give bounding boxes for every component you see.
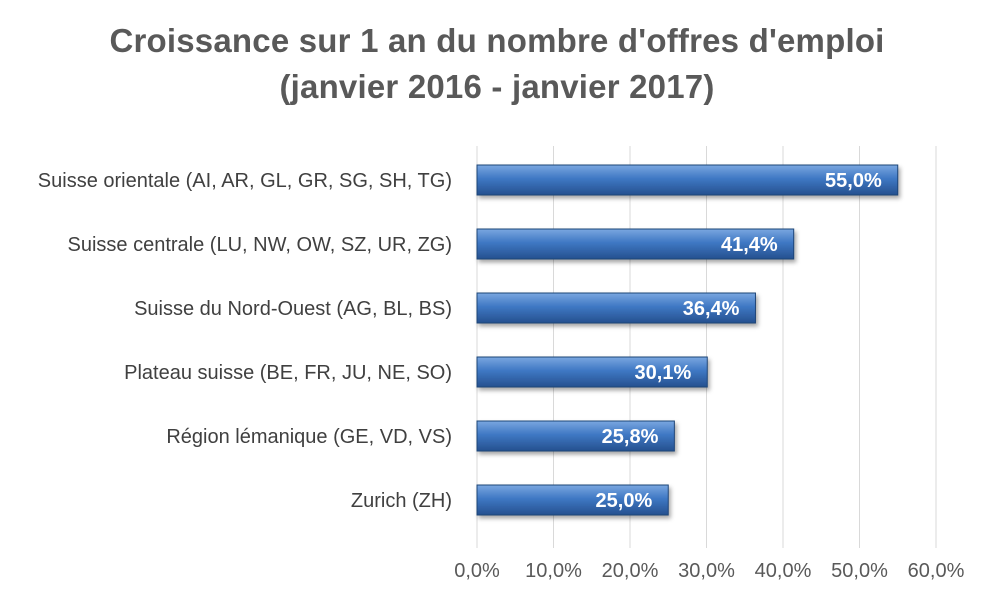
bars xyxy=(476,164,899,516)
x-tick-label: 40,0% xyxy=(755,560,812,582)
bar xyxy=(476,228,795,260)
x-tick-label: 60,0% xyxy=(908,560,965,582)
bar xyxy=(476,356,708,388)
category-label: Suisse du Nord-Ouest (AG, BL, BS) xyxy=(134,298,452,320)
bar xyxy=(476,292,756,324)
bar xyxy=(476,484,669,516)
data-label: 25,8% xyxy=(602,426,659,448)
x-tick-label: 30,0% xyxy=(678,560,735,582)
data-label: 41,4% xyxy=(721,234,778,256)
data-labels: 55,0% 41,4% 36,4% 30,1% 25,8% 25,0% xyxy=(596,170,882,512)
category-label: Suisse centrale (LU, NW, OW, SZ, UR, ZG) xyxy=(67,234,452,256)
x-tick-label: 20,0% xyxy=(602,560,659,582)
category-label: Région lémanique (GE, VD, VS) xyxy=(166,426,452,448)
chart-title: Croissance sur 1 an du nombre d'offres d… xyxy=(109,22,885,59)
x-axis-ticks: 0,0% 10,0% 20,0% 30,0% 40,0% 50,0% 60,0% xyxy=(454,560,964,582)
x-tick-label: 50,0% xyxy=(831,560,888,582)
bar xyxy=(476,164,899,196)
data-label: 25,0% xyxy=(596,490,653,512)
x-tick-label: 0,0% xyxy=(454,560,500,582)
x-tick-label: 10,0% xyxy=(525,560,582,582)
data-label: 55,0% xyxy=(825,170,882,192)
category-label: Zurich (ZH) xyxy=(351,490,452,512)
category-label: Suisse orientale (AI, AR, GL, GR, SG, SH… xyxy=(38,170,452,192)
bar xyxy=(476,420,675,452)
chart-subtitle: (janvier 2016 - janvier 2017) xyxy=(279,68,715,105)
category-label: Plateau suisse (BE, FR, JU, NE, SO) xyxy=(124,362,452,384)
gridlines xyxy=(476,146,937,548)
data-label: 30,1% xyxy=(635,362,692,384)
data-label: 36,4% xyxy=(683,298,740,320)
category-labels: Suisse orientale (AI, AR, GL, GR, SG, SH… xyxy=(38,170,452,512)
